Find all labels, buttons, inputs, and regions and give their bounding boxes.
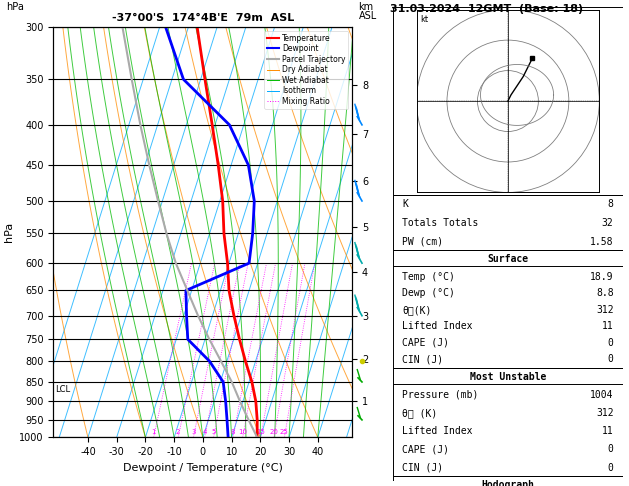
Text: hPa: hPa [6, 2, 24, 13]
Text: 32: 32 [602, 218, 613, 227]
Text: 4: 4 [203, 429, 207, 435]
Text: 20: 20 [269, 429, 278, 435]
Text: 3: 3 [191, 429, 196, 435]
Text: CAPE (J): CAPE (J) [403, 338, 449, 348]
Legend: Temperature, Dewpoint, Parcel Trajectory, Dry Adiabat, Wet Adiabat, Isotherm, Mi: Temperature, Dewpoint, Parcel Trajectory… [264, 31, 348, 109]
Bar [393, 195, 623, 250]
Text: 0: 0 [608, 338, 613, 348]
Text: 5: 5 [211, 429, 216, 435]
Bar [393, 476, 623, 486]
Text: Lifted Index: Lifted Index [403, 321, 473, 331]
Text: 18.9: 18.9 [590, 272, 613, 282]
Text: 312: 312 [596, 305, 613, 315]
Text: 25: 25 [280, 429, 289, 435]
Text: kt: kt [420, 15, 428, 24]
Text: 0: 0 [608, 354, 613, 364]
Text: 8: 8 [231, 429, 235, 435]
Text: LCL: LCL [55, 385, 70, 395]
Text: 0: 0 [608, 463, 613, 473]
Text: Pressure (mb): Pressure (mb) [403, 390, 479, 399]
Text: CIN (J): CIN (J) [403, 463, 443, 473]
Text: 31.03.2024  12GMT  (Base: 18): 31.03.2024 12GMT (Base: 18) [390, 4, 583, 14]
Title: -37°00'S  174°4B'E  79m  ASL: -37°00'S 174°4B'E 79m ASL [112, 13, 294, 23]
Text: K: K [403, 198, 408, 208]
Text: 2: 2 [176, 429, 181, 435]
X-axis label: Dewpoint / Temperature (°C): Dewpoint / Temperature (°C) [123, 463, 283, 473]
Text: ASL: ASL [359, 11, 377, 21]
Text: Temp (°C): Temp (°C) [403, 272, 455, 282]
Text: Most Unstable: Most Unstable [470, 372, 546, 382]
Text: CAPE (J): CAPE (J) [403, 444, 449, 454]
Text: 15: 15 [256, 429, 265, 435]
Bar [393, 7, 623, 195]
Text: Hodograph: Hodograph [481, 480, 535, 486]
Text: 10: 10 [238, 429, 247, 435]
Text: 11: 11 [602, 321, 613, 331]
Text: 312: 312 [596, 408, 613, 418]
Text: 1: 1 [152, 429, 156, 435]
Text: θᴄ(K): θᴄ(K) [403, 305, 431, 315]
Text: 1.58: 1.58 [590, 237, 613, 246]
Text: Dewp (°C): Dewp (°C) [403, 288, 455, 298]
Text: 11: 11 [602, 426, 613, 436]
Text: Surface: Surface [487, 254, 528, 264]
Text: θᴄ (K): θᴄ (K) [403, 408, 438, 418]
Text: Totals Totals: Totals Totals [403, 218, 479, 227]
Text: PW (cm): PW (cm) [403, 237, 443, 246]
Text: km: km [359, 2, 374, 13]
Y-axis label: hPa: hPa [4, 222, 14, 242]
Text: 8.8: 8.8 [596, 288, 613, 298]
Bar [393, 368, 623, 476]
Bar [393, 250, 623, 368]
Text: 8: 8 [608, 198, 613, 208]
Text: CIN (J): CIN (J) [403, 354, 443, 364]
Text: 0: 0 [608, 444, 613, 454]
Text: 1004: 1004 [590, 390, 613, 399]
Text: Lifted Index: Lifted Index [403, 426, 473, 436]
